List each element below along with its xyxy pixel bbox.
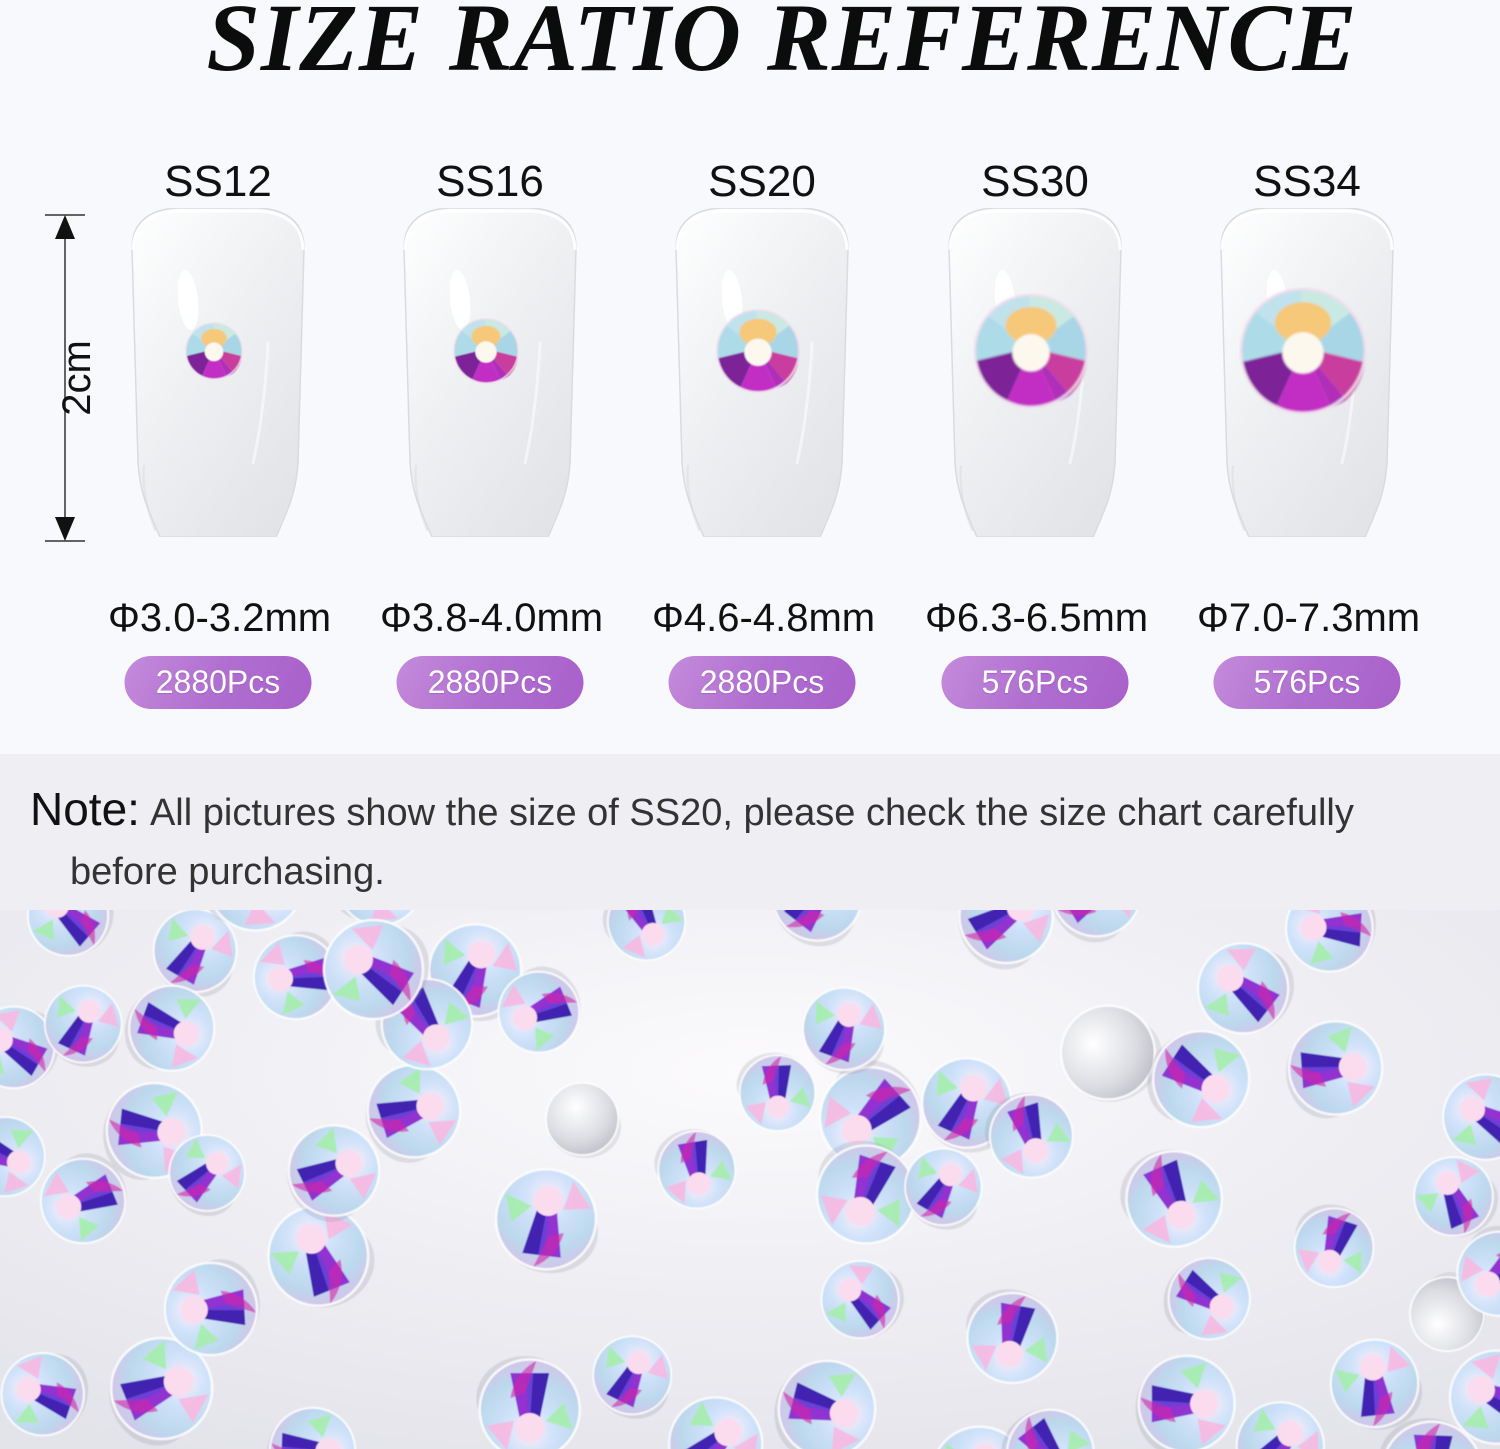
svg-text:2cm: 2cm: [55, 340, 99, 416]
